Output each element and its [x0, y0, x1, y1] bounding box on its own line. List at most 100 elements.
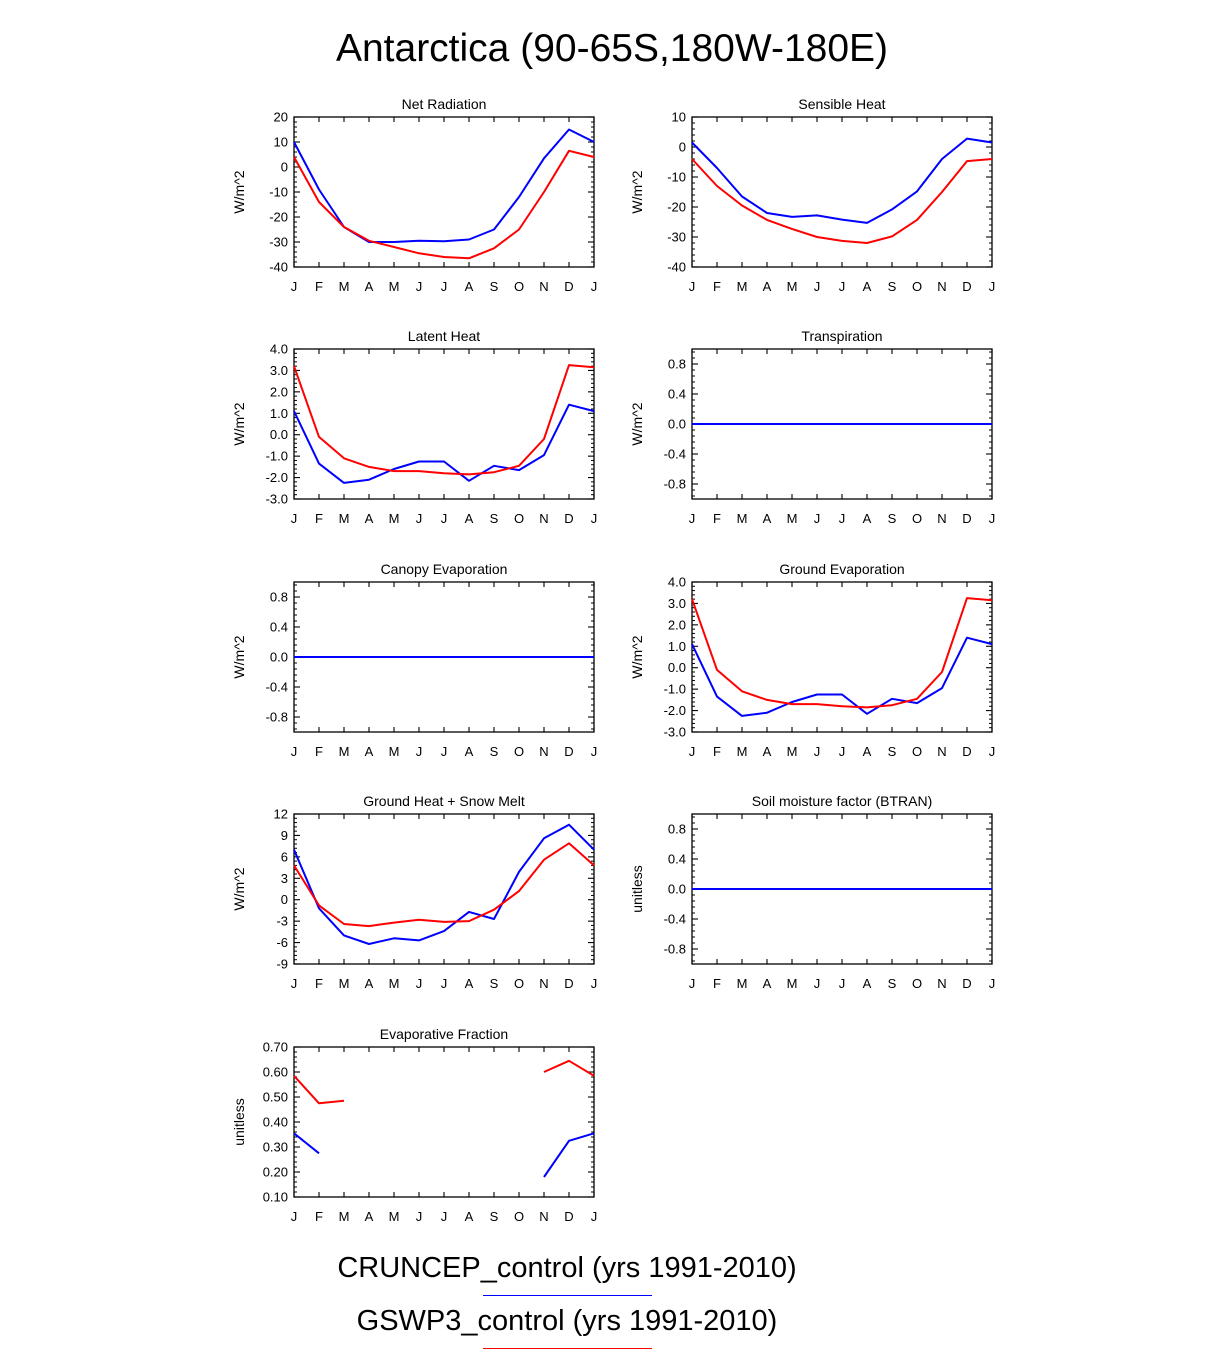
y-tick-label: -0.8: [266, 710, 288, 725]
y-tick-label: -20: [667, 200, 686, 215]
y-tick-label: -20: [269, 210, 288, 225]
x-tick-label: J: [291, 511, 298, 526]
y-tick-label: -10: [667, 170, 686, 185]
series-line-gswp3-control: [543, 1059, 595, 1077]
y-tick-label: 0: [679, 140, 686, 155]
x-tick-label: M: [339, 976, 350, 991]
y-tick-label: 0.30: [263, 1140, 288, 1155]
y-tick-label: 12: [274, 807, 288, 822]
x-tick-label: J: [441, 744, 448, 759]
x-tick-label: M: [787, 744, 798, 759]
x-tick-label: A: [863, 744, 872, 759]
x-tick-label: A: [763, 511, 772, 526]
y-tick-label: -10: [269, 185, 288, 200]
x-tick-label: N: [539, 744, 548, 759]
x-tick-label: M: [737, 279, 748, 294]
x-tick-label: D: [564, 1209, 573, 1224]
x-tick-label: F: [315, 1209, 323, 1224]
y-tick-label: 1.0: [270, 406, 288, 421]
x-tick-label: M: [389, 744, 400, 759]
y-tick-label: -40: [667, 260, 686, 275]
y-tick-label: 0.60: [263, 1065, 288, 1080]
x-tick-label: J: [416, 1209, 423, 1224]
x-tick-label: J: [839, 279, 846, 294]
x-tick-label: M: [787, 976, 798, 991]
chart-title: Latent Heat: [408, 328, 480, 344]
x-tick-label: O: [912, 744, 922, 759]
x-tick-label: N: [937, 279, 946, 294]
y-tick-label: -9: [276, 957, 288, 972]
series-line-gswp3-control: [691, 158, 993, 244]
y-tick-label: -0.4: [266, 680, 288, 695]
x-tick-label: D: [564, 976, 573, 991]
x-tick-label: A: [465, 744, 474, 759]
x-tick-label: J: [989, 744, 996, 759]
chart-title: Evaporative Fraction: [380, 1026, 508, 1042]
x-tick-label: D: [564, 511, 573, 526]
x-tick-label: S: [888, 511, 897, 526]
x-tick-label: A: [465, 511, 474, 526]
x-tick-label: S: [490, 511, 499, 526]
y-tick-label: 10: [274, 135, 288, 150]
y-axis-label: W/m^2: [231, 402, 247, 445]
x-tick-label: J: [591, 511, 598, 526]
chart-title: Ground Evaporation: [779, 561, 904, 577]
x-tick-label: J: [291, 1209, 298, 1224]
y-tick-label: -30: [269, 235, 288, 250]
y-tick-label: 0.40: [263, 1115, 288, 1130]
y-tick-label: 0: [281, 892, 288, 907]
y-tick-label: 0.70: [263, 1040, 288, 1055]
x-tick-label: S: [490, 976, 499, 991]
y-tick-label: -6: [276, 935, 288, 950]
x-tick-label: J: [839, 744, 846, 759]
y-axis-label: W/m^2: [231, 867, 247, 910]
x-tick-label: D: [962, 976, 971, 991]
y-axis-label: unitless: [629, 865, 645, 912]
y-tick-label: 4.0: [270, 342, 288, 357]
x-tick-label: J: [291, 279, 298, 294]
x-tick-label: M: [339, 279, 350, 294]
y-tick-label: -30: [667, 230, 686, 245]
x-tick-label: D: [962, 279, 971, 294]
x-tick-label: J: [689, 744, 696, 759]
y-tick-label: 0.4: [668, 387, 686, 402]
x-tick-label: F: [315, 744, 323, 759]
x-tick-label: D: [962, 744, 971, 759]
y-tick-label: 0.4: [668, 852, 686, 867]
x-tick-label: J: [814, 279, 821, 294]
chart-title: Net Radiation: [402, 96, 487, 112]
series-line-cruncep-control: [293, 403, 595, 484]
x-tick-label: J: [441, 976, 448, 991]
x-tick-label: M: [787, 279, 798, 294]
y-axis-label: unitless: [231, 1098, 247, 1145]
chart-title: Soil moisture factor (BTRAN): [752, 793, 932, 809]
x-tick-label: D: [564, 279, 573, 294]
y-tick-label: 0.50: [263, 1090, 288, 1105]
x-tick-label: J: [591, 976, 598, 991]
x-tick-label: O: [514, 279, 524, 294]
x-tick-label: S: [888, 744, 897, 759]
y-tick-label: 0.8: [668, 357, 686, 372]
series-line-cruncep-control: [293, 1132, 320, 1155]
x-tick-label: A: [763, 744, 772, 759]
x-tick-label: O: [514, 744, 524, 759]
y-tick-label: 2.0: [270, 384, 288, 399]
legend-label-cruncep: CRUNCEP_control (yrs 1991-2010): [337, 1252, 797, 1284]
x-tick-label: N: [937, 976, 946, 991]
y-tick-label: 0.8: [270, 590, 288, 605]
x-tick-label: J: [689, 279, 696, 294]
x-tick-label: F: [315, 279, 323, 294]
y-tick-label: -2.0: [664, 703, 686, 718]
x-tick-label: F: [315, 976, 323, 991]
y-tick-label: 1.0: [668, 639, 686, 654]
x-tick-label: J: [591, 744, 598, 759]
x-tick-label: M: [389, 279, 400, 294]
x-tick-label: J: [989, 279, 996, 294]
y-tick-label: 9: [281, 828, 288, 843]
x-tick-label: N: [539, 511, 548, 526]
x-tick-label: M: [787, 511, 798, 526]
x-tick-label: N: [937, 511, 946, 526]
